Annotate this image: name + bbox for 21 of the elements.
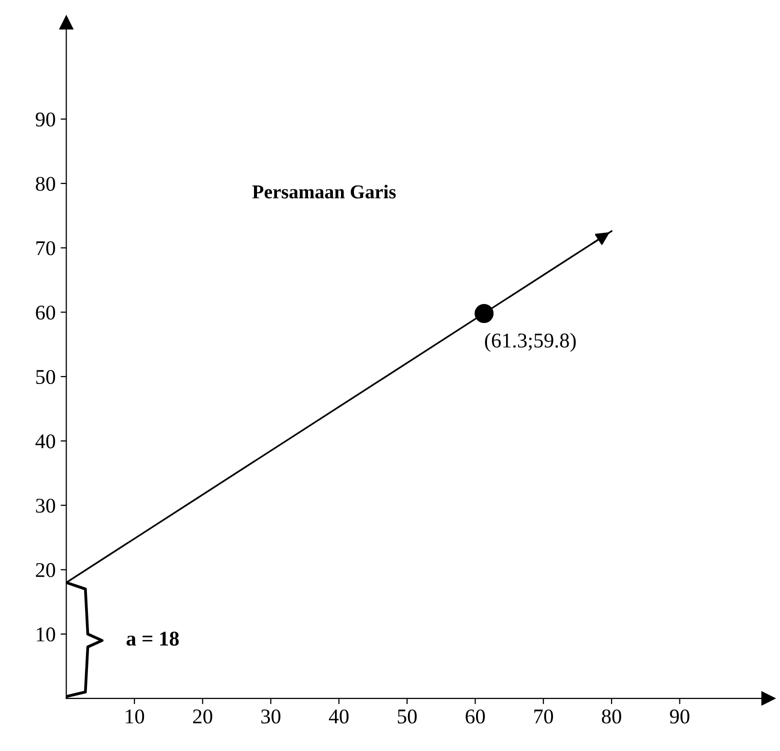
x-tick-label: 40 <box>328 709 349 724</box>
y-tick-label: 10 <box>36 627 56 642</box>
text: Persamaan Garis <box>252 184 396 198</box>
x-tick-label: 50 <box>398 709 417 724</box>
x-tick-label: 90 <box>670 709 690 724</box>
x-tick-label: 80 <box>602 709 622 724</box>
x-tick-label: 30 <box>261 709 280 724</box>
x-tick-label: 60 <box>466 709 485 724</box>
y-tick-label: 90 <box>36 112 56 127</box>
y-tick-label: 60 <box>36 306 56 320</box>
annotation: a = 18 <box>126 632 179 646</box>
y-tick-label: 50 <box>36 370 56 384</box>
x-tick-label: 20 <box>193 709 212 724</box>
y-tick-label: 20 <box>36 563 56 578</box>
y-tick-label: 40 <box>35 434 56 448</box>
y-tick-label: 80 <box>36 176 56 191</box>
x-tick-label: 70 <box>534 709 554 724</box>
y-tick-label: 30 <box>36 498 56 513</box>
y-tick-label: 70 <box>36 241 56 256</box>
x-tick-label: 10 <box>126 709 144 724</box>
annotation: (61.3;59.8) <box>485 332 576 352</box>
